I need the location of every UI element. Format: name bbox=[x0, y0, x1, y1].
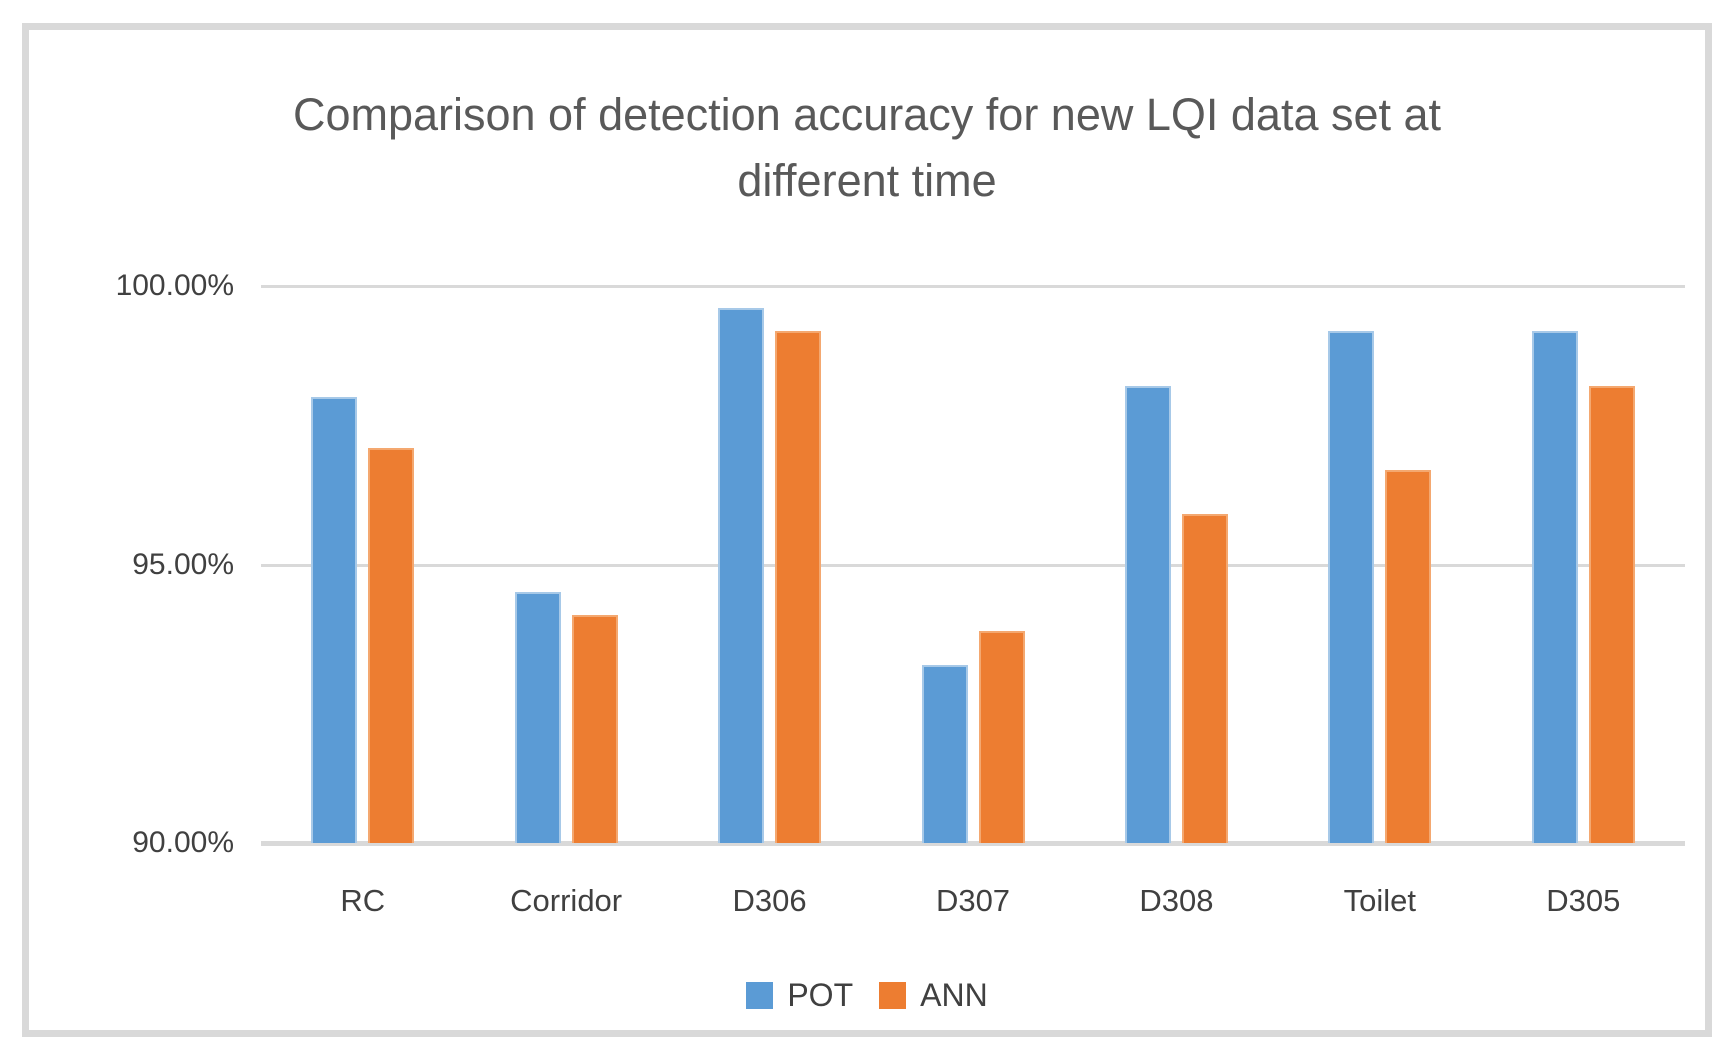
chart-frame: Comparison of detection accuracy for new… bbox=[22, 23, 1712, 1037]
x-category-label-d306: D306 bbox=[732, 883, 807, 918]
bar-ann-d305 bbox=[1588, 386, 1635, 843]
bar-pot-corridor bbox=[514, 592, 561, 843]
legend-swatch-pot bbox=[746, 981, 774, 1009]
bar-pot-d308 bbox=[1124, 386, 1171, 843]
y-tick-label-90: 90.00% bbox=[132, 826, 234, 859]
x-category-label-toilet: Toilet bbox=[1343, 883, 1417, 918]
bar-ann-rc bbox=[368, 447, 415, 843]
legend: POT ANN bbox=[29, 968, 1705, 1022]
bar-ann-d308 bbox=[1181, 514, 1228, 843]
legend-item-pot: POT bbox=[746, 977, 853, 1014]
chart-title: Comparison of detection accuracy for new… bbox=[292, 89, 1442, 206]
bar-ann-corridor bbox=[571, 614, 618, 843]
bar-ann-toilet bbox=[1385, 469, 1432, 843]
legend-swatch-ann bbox=[879, 981, 907, 1009]
bar-pot-d307 bbox=[921, 664, 968, 843]
bar-ann-d306 bbox=[775, 330, 822, 843]
x-category-label-d307: D307 bbox=[935, 883, 1011, 918]
gridline-95 bbox=[261, 563, 1685, 567]
y-tick-label-95: 95.00% bbox=[132, 547, 234, 581]
x-axis-line bbox=[261, 841, 1685, 846]
bar-pot-d305 bbox=[1531, 330, 1578, 843]
x-category-label-d305: D305 bbox=[1546, 883, 1621, 918]
gridline-100 bbox=[261, 285, 1685, 288]
legend-label-ann: ANN bbox=[920, 976, 988, 1013]
y-tick-label-100: 100.00% bbox=[115, 269, 234, 302]
bar-pot-toilet bbox=[1328, 330, 1375, 843]
plot-area bbox=[261, 285, 1685, 846]
bar-pot-rc bbox=[311, 397, 358, 843]
x-category-label-corridor: Corridor bbox=[510, 883, 623, 918]
legend-item-ann: ANN bbox=[879, 977, 988, 1014]
bar-pot-d306 bbox=[718, 308, 765, 843]
legend-label-pot: POT bbox=[787, 976, 854, 1013]
x-category-label-d308: D308 bbox=[1139, 883, 1214, 918]
x-category-label-rc: RC bbox=[340, 883, 386, 918]
bar-ann-d307 bbox=[978, 631, 1025, 843]
